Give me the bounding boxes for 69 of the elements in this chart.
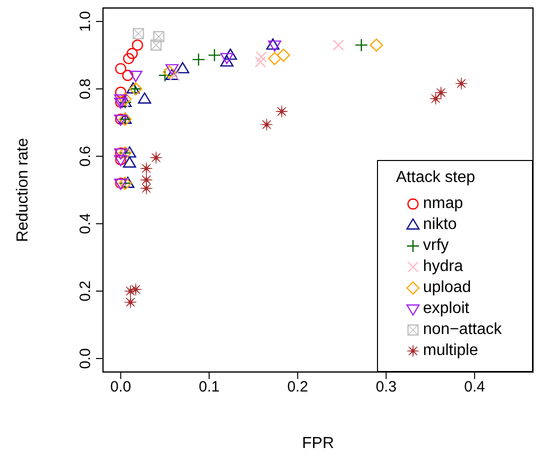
point [276, 48, 290, 62]
point [176, 62, 190, 74]
point [455, 77, 468, 90]
point [268, 52, 282, 66]
y-tick-label: 0.0 [77, 348, 94, 369]
point [150, 39, 162, 51]
legend-label: upload [423, 278, 472, 298]
point [138, 92, 152, 104]
point [165, 64, 179, 76]
point [140, 162, 153, 175]
point [332, 39, 344, 51]
point [429, 92, 442, 105]
point [124, 296, 137, 309]
point [129, 283, 142, 296]
point [122, 146, 136, 158]
point [126, 48, 138, 60]
legend-label: nmap [423, 194, 464, 214]
x-tick-label: 0.0 [110, 378, 132, 396]
point [132, 28, 144, 40]
y-tick-label: 1.0 [77, 11, 94, 32]
point [118, 178, 129, 189]
point [122, 156, 136, 168]
point [169, 70, 180, 82]
point [115, 86, 126, 98]
point [370, 38, 383, 52]
point [118, 147, 129, 159]
point [118, 92, 132, 106]
y-axis-title: Reduction rate [14, 138, 32, 242]
point [354, 38, 368, 52]
point [115, 63, 126, 74]
legend-label: exploit [423, 299, 470, 319]
legend-label: hydra [423, 257, 464, 277]
legend-label: nikto [423, 215, 457, 235]
point [123, 52, 134, 64]
y-tick-label: 0.6 [77, 146, 94, 167]
y-tick-label: 0.8 [77, 78, 94, 100]
point [260, 118, 273, 131]
legend-label: non−attack [423, 320, 502, 340]
x-tick-label: 0.1 [198, 378, 220, 396]
point [208, 48, 222, 62]
point [140, 174, 153, 186]
point [150, 151, 162, 164]
point [122, 70, 134, 82]
point [256, 51, 267, 62]
point [140, 182, 153, 195]
point [192, 52, 206, 66]
legend-label: multiple [423, 341, 478, 361]
point [254, 56, 266, 68]
point [132, 39, 144, 51]
y-tick-label: 0.2 [77, 280, 94, 302]
legend-label: vrfy [423, 236, 449, 256]
x-tick-label: 0.3 [376, 378, 397, 396]
x-tick-label: 0.4 [464, 378, 486, 396]
point [220, 52, 234, 64]
point [114, 94, 128, 106]
point [129, 70, 142, 82]
point [118, 96, 129, 108]
point [434, 86, 448, 99]
y-tick-label: 0.4 [77, 213, 94, 234]
x-axis-title: FPR [302, 435, 334, 452]
legend-title: Attack step [396, 169, 476, 187]
point [220, 55, 234, 67]
x-tick-label: 0.2 [287, 378, 308, 396]
point [153, 31, 164, 42]
point [224, 48, 238, 60]
point [275, 105, 288, 118]
point [158, 68, 172, 82]
point [165, 68, 179, 80]
point [162, 65, 176, 79]
